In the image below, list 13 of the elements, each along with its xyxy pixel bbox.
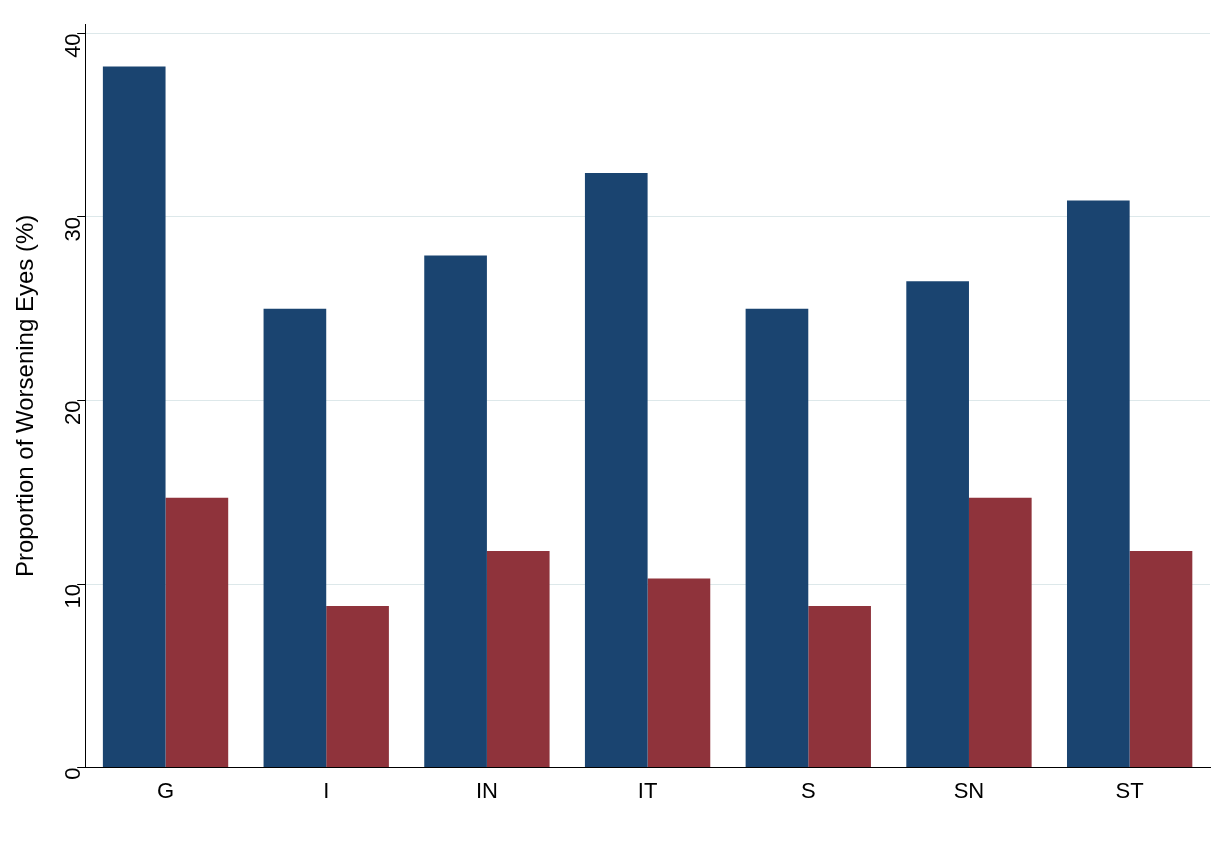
x-tick-label: I [323,777,330,803]
y-tick-label: 10 [60,584,86,609]
x-tick-label: S [800,777,816,803]
y-tick-label: 40 [60,33,86,58]
x-tick-label: IT [637,777,658,803]
y-tick-label: 30 [60,216,86,242]
x-tick-label: ST [1115,777,1144,803]
y-tick-label: 0 [60,767,86,780]
y-axis-title: Proportion of Worsening Eyes (%) [11,214,39,578]
y-tick-label: 20 [60,400,86,425]
x-tick-label: SN [953,777,985,803]
x-tick-label: IN [475,777,498,803]
x-tick-label: G [156,777,175,803]
